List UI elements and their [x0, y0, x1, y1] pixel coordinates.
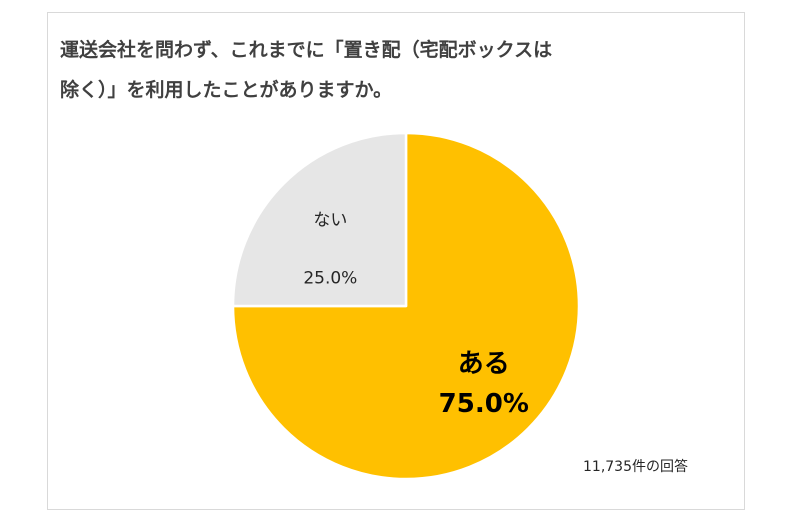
response-count: 11,735件の回答: [583, 459, 688, 475]
pie-slice-nai: [231, 131, 408, 308]
pie-slices: [231, 131, 581, 481]
chart-title-line-1: 運送会社を問わず、これまでに「置き配（宅配ボックスは: [60, 39, 553, 61]
pie-value-nai: 25.0%: [303, 268, 357, 288]
chart-title: 運送会社を問わず、これまでに「置き配（宅配ボックスは 除く）」を利用したことがあ…: [60, 30, 620, 110]
pie-label-nai: ない: [313, 210, 347, 230]
chart-title-line-2: 除く）」を利用したことがありますか。: [60, 79, 393, 101]
pie-label-aru: ある: [458, 349, 510, 379]
pie-value-aru: 75.0%: [439, 389, 529, 419]
pie-labels: ある 75.0% ない 25.0%: [303, 210, 529, 418]
